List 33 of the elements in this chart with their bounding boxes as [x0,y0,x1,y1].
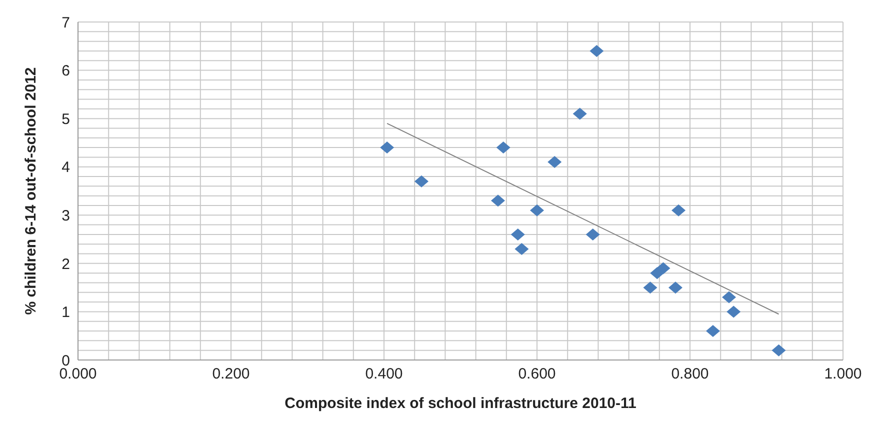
x-tick-label: 0.200 [212,366,250,383]
point [414,175,428,188]
point [672,204,686,216]
y-tick-label: 4 [62,159,70,176]
point [496,142,510,154]
x-axis-title: Composite index of school infrastructure 2010-11 [284,395,636,412]
x-tick-label: 0.400 [365,366,403,383]
point [643,282,658,294]
y-axis-title: % children 6-14 out-of-school 2012 [22,67,40,315]
point [726,306,741,318]
point [490,194,505,207]
point [510,228,525,240]
x-tick-label: 1.000 [824,366,862,383]
point [514,242,529,255]
point [572,108,587,120]
y-tick-label: 1 [62,304,70,322]
point [586,228,600,240]
y-tick-label: 7 [62,14,70,32]
x-tick-label: 0.800 [671,366,709,383]
point [590,44,604,57]
y-tick-label: 6 [62,62,70,80]
point [722,291,736,304]
point [772,344,786,356]
point [656,262,670,274]
point [706,325,720,338]
point [548,156,562,168]
point [530,204,544,216]
x-tick-label: 0.600 [518,366,556,383]
y-tick-label: 5 [62,110,70,128]
point [668,282,682,294]
y-tick-label: 3 [62,207,70,224]
y-tick-label: 2 [62,256,70,273]
point [380,142,394,154]
